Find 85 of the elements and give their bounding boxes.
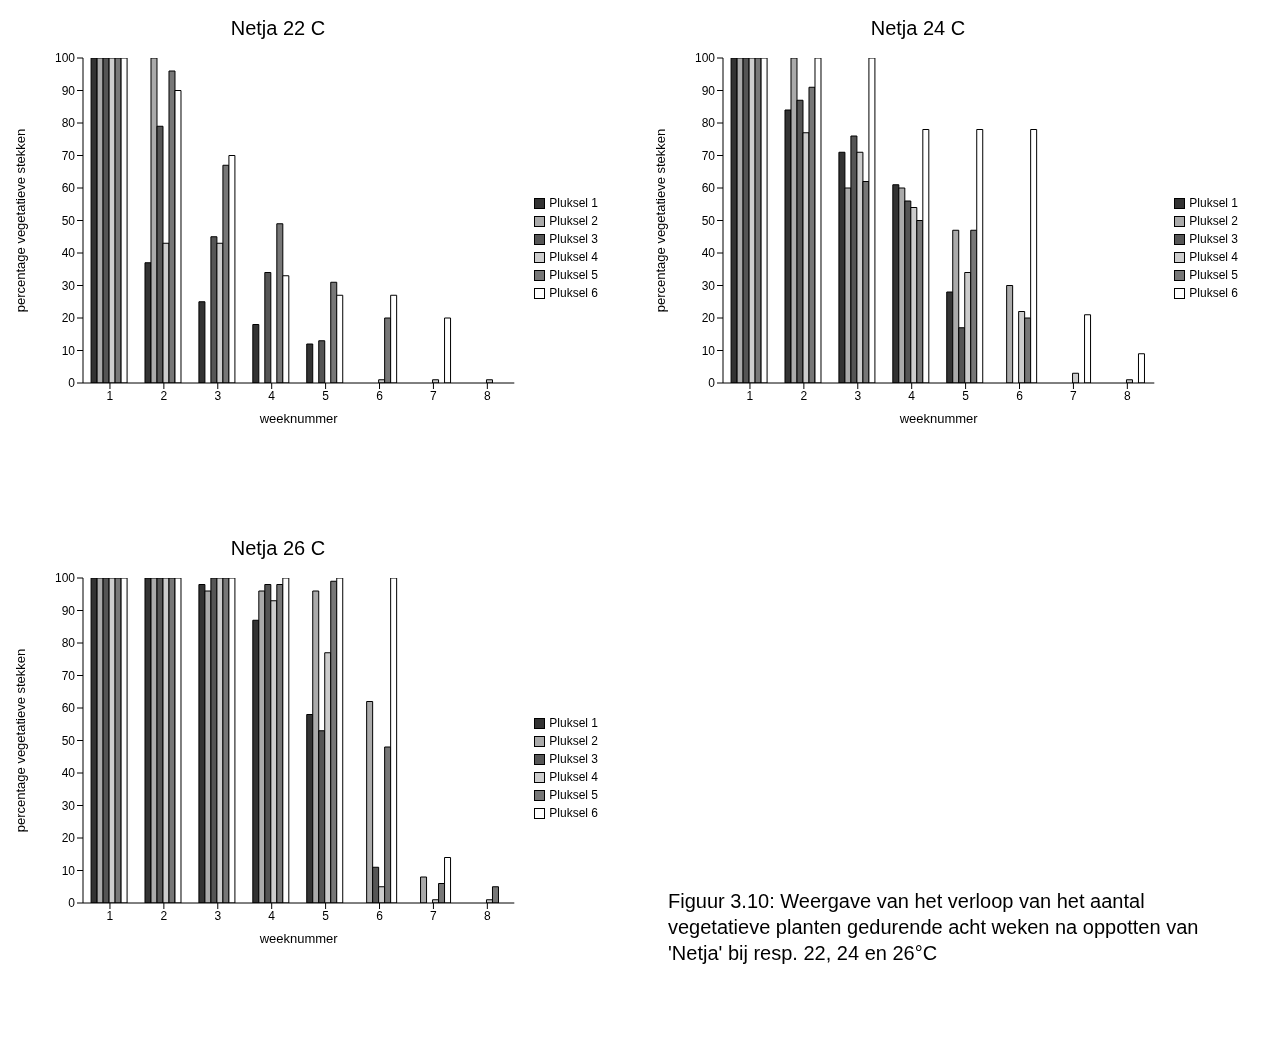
- y-tick-label: 40: [61, 766, 76, 781]
- y-tick-label: 10: [61, 343, 76, 358]
- y-axis-title: percentage vegetatieve stekken: [652, 128, 668, 313]
- text: Figuur 3.10: Weergave van het verloop van het aantal vegetatieve planten gedurende acht weken na oppotten van 'Netja' bij resp. 22, 24 en 26°C: [668, 889, 1200, 966]
- legend-label: Pluksel 6: [549, 286, 598, 300]
- legend-label: Pluksel 1: [1189, 196, 1238, 210]
- y-tick-label: 60: [701, 181, 716, 196]
- legend-label: Pluksel 4: [549, 250, 598, 264]
- x-tick-label: 6: [376, 908, 384, 923]
- legend-label: Pluksel 5: [1189, 268, 1238, 282]
- y-tick-label: 50: [61, 733, 76, 748]
- y-tick-label: 80: [61, 636, 76, 651]
- x-axis-title: weeknummer: [898, 411, 979, 426]
- legend-label: Pluksel 5: [549, 268, 598, 282]
- x-tick-label: 2: [800, 388, 808, 403]
- legend-label: Pluksel 2: [549, 214, 598, 228]
- y-tick-label: 0: [68, 896, 76, 911]
- legend-label: Pluksel 3: [1189, 232, 1238, 246]
- x-tick-label: 2: [160, 388, 168, 403]
- x-tick-label: 5: [322, 908, 330, 923]
- y-tick-label: 100: [54, 51, 76, 66]
- legend-label: Pluksel 6: [1189, 286, 1238, 300]
- x-tick-label: 3: [854, 388, 862, 403]
- y-tick-label: 90: [61, 603, 76, 618]
- y-tick-label: 90: [701, 83, 716, 98]
- y-tick-label: 40: [701, 246, 716, 261]
- x-tick-label: 8: [484, 388, 491, 403]
- x-tick-label: 1: [106, 388, 114, 403]
- legend-label: Pluksel 5: [549, 788, 598, 802]
- y-tick-label: 10: [61, 863, 76, 878]
- y-axis-title: percentage vegetatieve stekken: [12, 128, 28, 313]
- y-tick-label: 20: [701, 311, 716, 326]
- y-tick-label: 70: [61, 148, 76, 163]
- y-tick-label: 30: [701, 278, 716, 293]
- y-axis-title: percentage vegetatieve stekken: [12, 648, 28, 833]
- y-tick-label: 20: [61, 311, 76, 326]
- legend-label: Pluksel 2: [1189, 214, 1238, 228]
- legend-label: Pluksel 1: [549, 196, 598, 210]
- x-tick-label: 1: [106, 908, 114, 923]
- legend-label: Pluksel 4: [549, 770, 598, 784]
- x-tick-label: 3: [214, 908, 222, 923]
- x-tick-label: 4: [908, 388, 916, 403]
- x-tick-label: 7: [430, 908, 438, 923]
- y-tick-label: 80: [61, 116, 76, 131]
- y-tick-label: 20: [61, 831, 76, 846]
- y-tick-label: 50: [61, 213, 76, 228]
- legend-label: Pluksel 2: [549, 734, 598, 748]
- chart-title: Netja 26 C: [229, 536, 327, 561]
- y-tick-label: 50: [701, 213, 716, 228]
- x-tick-label: 5: [962, 388, 970, 403]
- x-axis-title: weeknummer: [258, 411, 339, 426]
- x-tick-label: 1: [746, 388, 754, 403]
- x-tick-label: 7: [1070, 388, 1078, 403]
- y-tick-label: 40: [61, 246, 76, 261]
- x-tick-label: 8: [484, 908, 491, 923]
- y-tick-label: 30: [61, 278, 76, 293]
- legend-label: Pluksel 1: [549, 716, 598, 730]
- y-tick-label: 80: [701, 116, 716, 131]
- x-tick-label: 3: [214, 388, 222, 403]
- x-tick-label: 2: [160, 908, 168, 923]
- y-tick-label: 30: [61, 798, 76, 813]
- y-tick-label: 70: [701, 148, 716, 163]
- y-tick-label: 70: [61, 668, 76, 683]
- chart-title: Netja 24 C: [869, 16, 967, 41]
- y-tick-label: 60: [61, 181, 76, 196]
- chart-title: Netja 22 C: [229, 16, 327, 41]
- x-tick-label: 4: [268, 388, 276, 403]
- legend-label: Pluksel 6: [549, 806, 598, 820]
- x-tick-label: 7: [430, 388, 438, 403]
- y-tick-label: 0: [68, 376, 76, 391]
- x-tick-label: 8: [1124, 388, 1131, 403]
- x-tick-label: 5: [322, 388, 330, 403]
- y-tick-label: 10: [701, 343, 716, 358]
- y-tick-label: 0: [708, 376, 716, 391]
- legend-label: Pluksel 3: [549, 752, 598, 766]
- legend-label: Pluksel 4: [1189, 250, 1238, 264]
- x-tick-label: 4: [268, 908, 276, 923]
- x-tick-label: 6: [376, 388, 384, 403]
- y-tick-label: 60: [61, 701, 76, 716]
- x-tick-label: 6: [1016, 388, 1024, 403]
- legend-label: Pluksel 3: [549, 232, 598, 246]
- x-axis-title: weeknummer: [258, 931, 339, 946]
- y-tick-label: 100: [54, 571, 76, 586]
- y-tick-label: 100: [694, 51, 716, 66]
- y-tick-label: 90: [61, 83, 76, 98]
